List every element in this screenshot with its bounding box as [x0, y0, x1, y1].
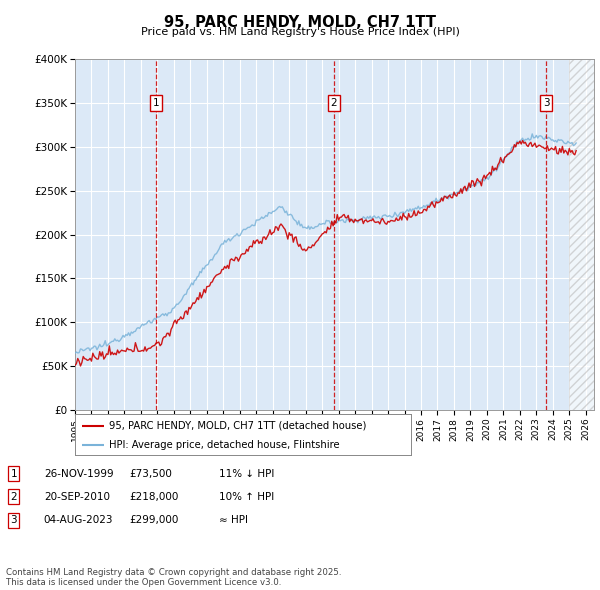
- Text: Contains HM Land Registry data © Crown copyright and database right 2025.
This d: Contains HM Land Registry data © Crown c…: [6, 568, 341, 587]
- Text: HPI: Average price, detached house, Flintshire: HPI: Average price, detached house, Flin…: [109, 440, 339, 450]
- Bar: [569, 59, 594, 410]
- Text: 3: 3: [543, 98, 550, 108]
- Text: £218,000: £218,000: [129, 492, 178, 502]
- Text: 95, PARC HENDY, MOLD, CH7 1TT: 95, PARC HENDY, MOLD, CH7 1TT: [164, 15, 436, 30]
- Text: Price paid vs. HM Land Registry's House Price Index (HPI): Price paid vs. HM Land Registry's House …: [140, 27, 460, 37]
- Text: ≈ HPI: ≈ HPI: [219, 516, 248, 525]
- Text: 04-AUG-2023: 04-AUG-2023: [44, 516, 113, 525]
- Text: 3: 3: [10, 516, 17, 525]
- Text: 1: 1: [152, 98, 159, 108]
- Text: 26-NOV-1999: 26-NOV-1999: [44, 469, 113, 478]
- Text: 95, PARC HENDY, MOLD, CH7 1TT (detached house): 95, PARC HENDY, MOLD, CH7 1TT (detached …: [109, 421, 366, 431]
- Text: 20-SEP-2010: 20-SEP-2010: [44, 492, 110, 502]
- Text: 10% ↑ HPI: 10% ↑ HPI: [219, 492, 274, 502]
- Text: 11% ↓ HPI: 11% ↓ HPI: [219, 469, 274, 478]
- Text: £299,000: £299,000: [129, 516, 178, 525]
- Text: 2: 2: [331, 98, 337, 108]
- Text: £73,500: £73,500: [129, 469, 172, 478]
- Text: 1: 1: [10, 469, 17, 478]
- Text: 2: 2: [10, 492, 17, 502]
